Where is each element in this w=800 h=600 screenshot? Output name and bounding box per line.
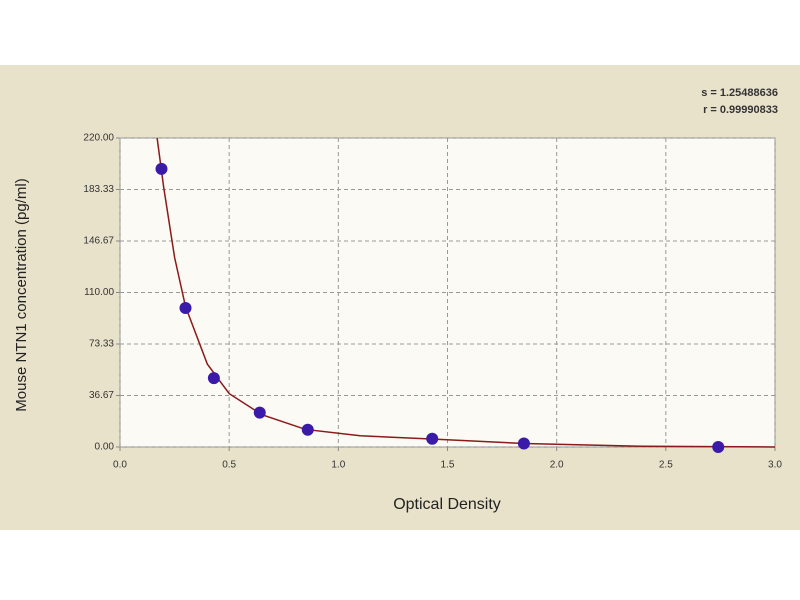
x-tick-label: 1.0 — [331, 460, 345, 471]
data-point — [207, 372, 220, 385]
y-tick-label: 36.67 — [89, 390, 114, 401]
y-tick-label: 183.33 — [83, 184, 114, 195]
annotation: s = 1.25488636 — [701, 87, 778, 99]
x-tick-label: 1.5 — [441, 460, 455, 471]
x-tick-label: 0.5 — [222, 460, 236, 471]
y-tick-label: 146.67 — [83, 236, 114, 247]
y-axis-label: Mouse NTN1 concentration (pg/ml) — [13, 178, 30, 411]
x-tick-label: 0.0 — [113, 460, 127, 471]
y-tick-label: 110.00 — [84, 287, 114, 298]
x-tick-label: 2.5 — [659, 460, 673, 471]
x-axis-label: Optical Density — [393, 496, 501, 513]
x-tick-label: 3.0 — [768, 460, 782, 471]
y-tick-label: 73.33 — [89, 339, 114, 350]
data-point — [179, 301, 192, 314]
y-tick-label: 220.00 — [83, 133, 114, 144]
data-point — [517, 437, 530, 450]
data-point — [253, 406, 266, 419]
y-tick-label: 0.00 — [95, 442, 115, 453]
data-point — [155, 162, 168, 175]
data-point — [712, 441, 725, 453]
annotation: r = 0.99990833 — [703, 104, 778, 116]
data-point — [301, 423, 314, 436]
data-point — [426, 432, 439, 445]
x-tick-label: 2.0 — [550, 460, 564, 471]
